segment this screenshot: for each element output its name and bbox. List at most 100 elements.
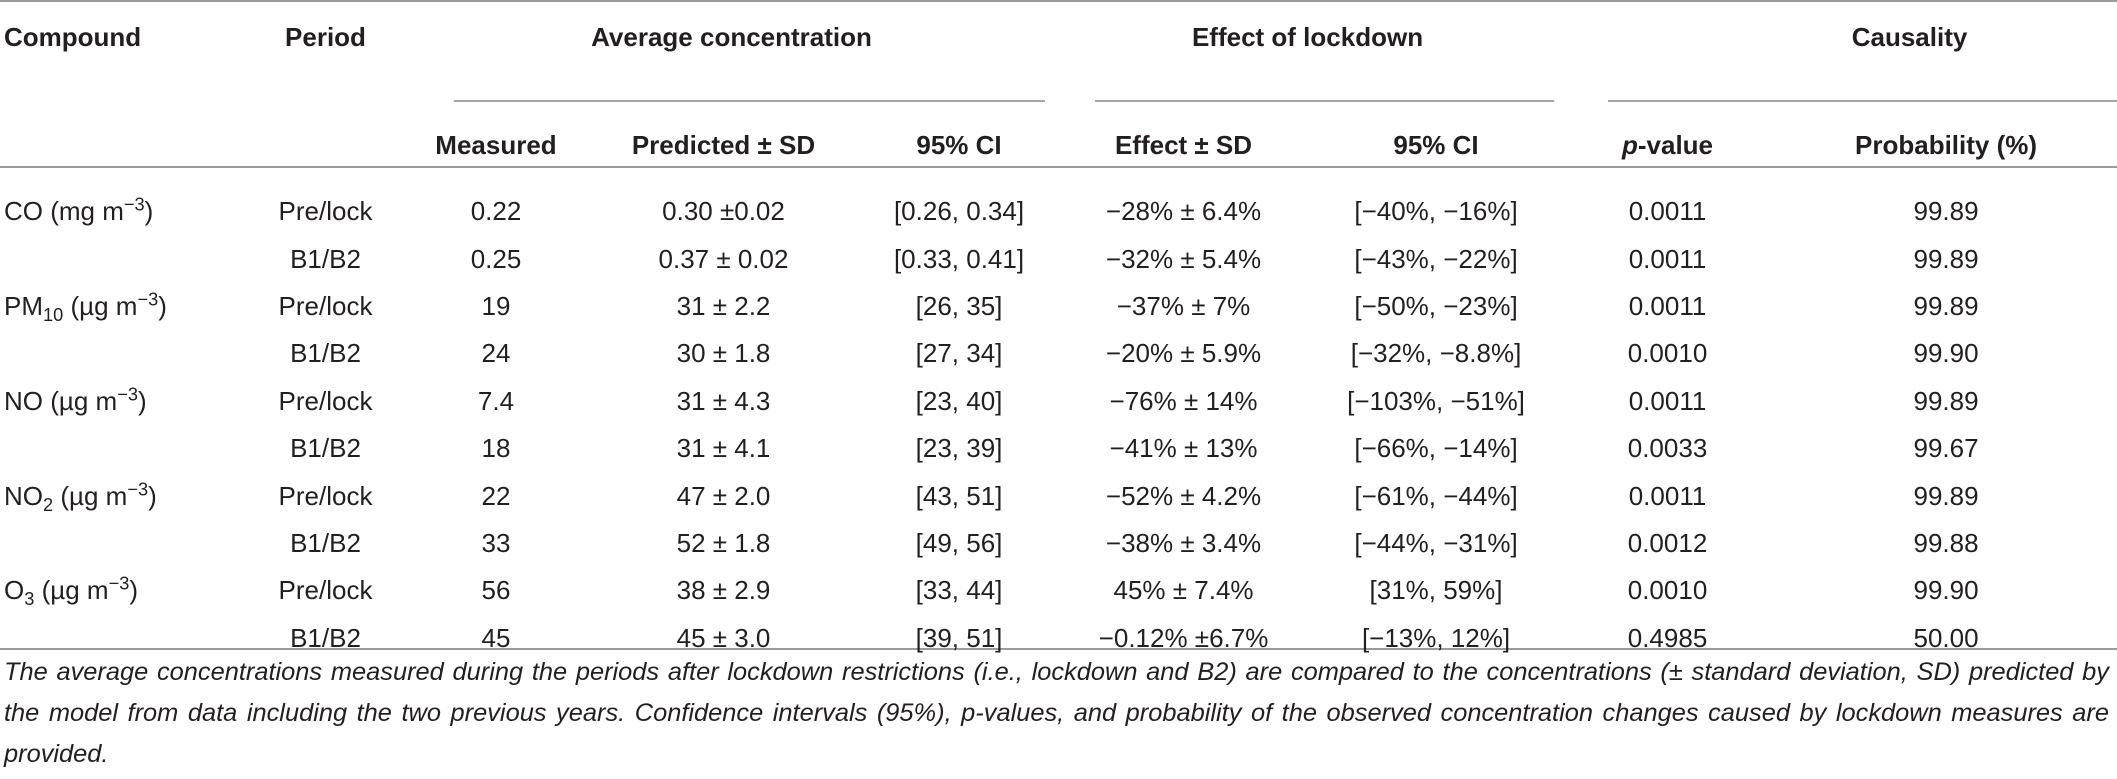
predicted-cell: 0.37 ± 0.02 bbox=[658, 243, 789, 274]
measured-cell: 18 bbox=[481, 433, 511, 464]
table-caption: The average concentrations measured duri… bbox=[4, 658, 2109, 768]
effect-ci-cell: [−13%, 12%] bbox=[1361, 622, 1511, 653]
table-row: B1/B2 45 45 ± 3.0 [39, 51] −0.12% ±6.7% [−13%… bbox=[0, 615, 2117, 662]
compound-name: NO (µg m bbox=[4, 385, 118, 416]
header-causality: Causality bbox=[1560, 0, 2117, 102]
measured-cell: 24 bbox=[481, 338, 511, 369]
compound-close: ) bbox=[137, 385, 147, 416]
table-row: O3 (µg m−3) Pre/lock 56 38 ± 2.9 [33, 44] 45%… bbox=[0, 567, 2117, 614]
table-body: CO (mg m−3) Pre/lock 0.22 0.30 ±0.02 [0.26, … bbox=[0, 188, 2117, 662]
table-row: CO (mg m−3) Pre/lock 0.22 0.30 ±0.02 [0.26, … bbox=[0, 188, 2117, 235]
compound-cell: PM10 (µg m−3) bbox=[0, 283, 243, 330]
compound-cell bbox=[0, 520, 243, 567]
predicted-cell: 38 ± 2.9 bbox=[676, 575, 771, 606]
compound-subscript: 3 bbox=[24, 589, 35, 610]
effect-cell: −28% ± 6.4% bbox=[1105, 196, 1262, 227]
header-average-concentration-label: Average concentration bbox=[591, 22, 872, 52]
predicted-cell: 30 ± 1.8 bbox=[676, 338, 771, 369]
avg-ci-cell: [23, 39] bbox=[915, 433, 1003, 464]
measured-cell: 0.22 bbox=[470, 196, 522, 227]
probability-cell: 99.89 bbox=[1913, 196, 1979, 227]
header-p-value: p-value bbox=[1560, 102, 1775, 188]
avg-ci-cell: [0.33, 0.41] bbox=[893, 243, 1025, 274]
predicted-cell: 47 ± 2.0 bbox=[676, 480, 771, 511]
table-top-rule bbox=[0, 0, 2117, 2]
period-cell: Pre/lock bbox=[278, 575, 373, 606]
average-concentration-rule bbox=[454, 100, 1046, 102]
effect-ci-cell: [−66%, −14%] bbox=[1354, 433, 1518, 464]
period-cell: B1/B2 bbox=[290, 338, 361, 369]
period-cell: B1/B2 bbox=[290, 622, 361, 653]
header-effect-ci: 95% CI bbox=[1393, 129, 1479, 160]
p-value-cell: 0.0010 bbox=[1627, 575, 1708, 606]
probability-cell: 99.89 bbox=[1913, 243, 1979, 274]
measured-cell: 19 bbox=[481, 290, 511, 321]
header-compound: Compound bbox=[4, 22, 142, 52]
effect-ci-cell: [−50%, −23%] bbox=[1354, 290, 1518, 321]
header-average-concentration: Average concentration bbox=[408, 0, 1055, 102]
measured-cell: 0.25 bbox=[470, 243, 522, 274]
table-row: B1/B2 33 52 ± 1.8 [49, 56] −38% ± 3.4% [−44%,… bbox=[0, 520, 2117, 567]
effect-ci-cell: [−44%, −31%] bbox=[1354, 527, 1518, 558]
header-effect-of-lockdown-label: Effect of lockdown bbox=[1191, 22, 1424, 52]
predicted-cell: 52 ± 1.8 bbox=[676, 527, 771, 558]
table-row: NO2 (µg m−3) Pre/lock 22 47 ± 2.0 [43, 51] −5… bbox=[0, 472, 2117, 519]
compound-subscript: 2 bbox=[43, 494, 54, 515]
header-measured: Measured bbox=[435, 129, 557, 160]
table-row: B1/B2 0.25 0.37 ± 0.02 [0.33, 0.41] −32% ± 5… bbox=[0, 235, 2117, 282]
compound-superscript: −3 bbox=[123, 194, 145, 215]
compound-cell bbox=[0, 425, 243, 472]
table-row: B1/B2 18 31 ± 4.1 [23, 39] −41% ± 13% [−66%, … bbox=[0, 425, 2117, 472]
avg-ci-cell: [26, 35] bbox=[915, 290, 1003, 321]
measured-cell: 7.4 bbox=[477, 385, 515, 416]
compound-superscript: −3 bbox=[127, 478, 149, 499]
avg-ci-cell: [23, 40] bbox=[915, 385, 1003, 416]
header-period: Period bbox=[285, 22, 366, 52]
compound-close: ) bbox=[144, 196, 154, 227]
effect-of-lockdown-rule bbox=[1095, 100, 1555, 102]
compound-close: ) bbox=[158, 290, 167, 321]
p-value-cell: 0.0011 bbox=[1628, 290, 1707, 321]
period-cell: Pre/lock bbox=[278, 385, 373, 416]
compound-name: CO (mg m bbox=[4, 196, 124, 227]
measured-cell: 33 bbox=[481, 527, 511, 558]
table-row: NO (µg m−3) Pre/lock 7.4 31 ± 4.3 [23, 40] −7… bbox=[0, 378, 2117, 425]
predicted-cell: 45 ± 3.0 bbox=[676, 622, 771, 653]
header-probability: Probability (%) bbox=[1855, 129, 2038, 160]
compound-cell: O3 (µg m−3) bbox=[0, 567, 243, 614]
compound-close: ) bbox=[148, 480, 157, 511]
effect-cell: −41% ± 13% bbox=[1109, 433, 1258, 464]
effect-cell: −32% ± 5.4% bbox=[1105, 243, 1262, 274]
header-blank-1 bbox=[0, 102, 243, 188]
measured-cell: 56 bbox=[481, 575, 511, 606]
avg-ci-cell: [39, 51] bbox=[915, 622, 1003, 653]
header-causality-label: Causality bbox=[1851, 22, 1968, 52]
effect-ci-cell: [−103%, −51%] bbox=[1347, 385, 1525, 416]
avg-ci-cell: [33, 44] bbox=[915, 575, 1003, 606]
probability-cell: 99.90 bbox=[1913, 575, 1979, 606]
period-cell: Pre/lock bbox=[278, 196, 373, 227]
causality-rule bbox=[1608, 100, 2117, 102]
avg-ci-cell: [43, 51] bbox=[915, 480, 1003, 511]
compound-cell: CO (mg m−3) bbox=[0, 188, 243, 235]
compound-name: O bbox=[4, 575, 25, 606]
compound-name: NO bbox=[4, 480, 43, 511]
effect-ci-cell: [−32%, −8.8%] bbox=[1350, 338, 1522, 369]
probability-cell: 50.00 bbox=[1913, 622, 1979, 653]
measured-cell: 22 bbox=[481, 480, 511, 511]
effect-ci-cell: [−61%, −44%] bbox=[1354, 480, 1518, 511]
header-p-value-rest: -value bbox=[1637, 129, 1714, 160]
header-p-value-italic: p bbox=[1621, 129, 1638, 160]
predicted-cell: 31 ± 4.3 bbox=[676, 385, 771, 416]
effect-cell: −37% ± 7% bbox=[1116, 290, 1251, 321]
probability-cell: 99.88 bbox=[1913, 527, 1979, 558]
compound-cell: NO (µg m−3) bbox=[0, 378, 243, 425]
table-header-rule bbox=[0, 166, 2117, 168]
effect-cell: −38% ± 3.4% bbox=[1105, 527, 1262, 558]
p-value-cell: 0.0011 bbox=[1628, 196, 1707, 227]
compound-superscript: −3 bbox=[117, 384, 138, 405]
effect-ci-cell: [−43%, −22%] bbox=[1354, 243, 1518, 274]
p-value-cell: 0.0033 bbox=[1627, 433, 1708, 464]
header-predicted: Predicted ± SD bbox=[631, 129, 816, 160]
